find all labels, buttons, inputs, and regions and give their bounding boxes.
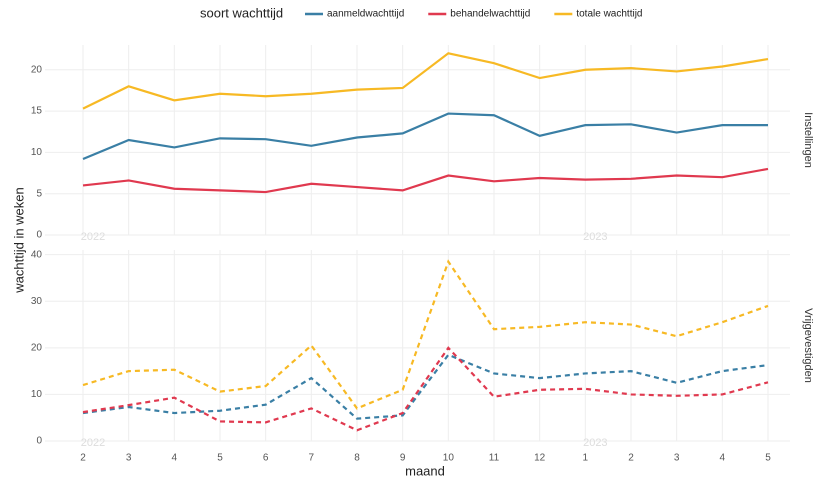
series-line — [82, 259, 769, 410]
y-tick-label: 0 — [36, 436, 42, 447]
y-tick-label: 10 — [31, 389, 43, 400]
legend-label: totale wachttijd — [576, 9, 642, 20]
series-line — [82, 112, 768, 161]
y-tick-label: 20 — [31, 342, 43, 353]
x-tick-label: 5 — [765, 453, 771, 464]
y-tick-label: 20 — [31, 64, 43, 75]
x-tick-label: 2 — [80, 453, 86, 464]
year-label: 2023 — [583, 437, 607, 449]
y-tick-label: 0 — [36, 230, 42, 241]
year-label: 2023 — [583, 231, 607, 243]
series-line — [82, 346, 769, 432]
x-tick-label: 5 — [217, 453, 223, 464]
y-tick-label: 30 — [31, 296, 43, 307]
x-tick-label: 11 — [489, 453, 500, 464]
x-tick-label: 4 — [720, 453, 726, 464]
y-axis-label: wachttijd in weken — [11, 187, 26, 294]
year-label: 2022 — [81, 231, 105, 243]
x-tick-label: 9 — [400, 453, 406, 464]
strip-label: Vrijgevestigden — [802, 308, 814, 383]
legend-label: behandelwachttijd — [450, 9, 530, 20]
x-tick-label: 1 — [583, 453, 589, 464]
y-tick-label: 15 — [31, 106, 43, 117]
series-line — [82, 353, 769, 420]
y-tick-label: 10 — [31, 147, 43, 158]
x-tick-label: 8 — [354, 453, 360, 464]
x-tick-label: 7 — [309, 453, 315, 464]
x-axis-label: maand — [405, 463, 445, 478]
x-tick-label: 10 — [443, 453, 455, 464]
x-tick-label: 6 — [263, 453, 269, 464]
x-tick-label: 3 — [674, 453, 680, 464]
series-line — [82, 52, 769, 110]
x-tick-label: 2 — [628, 453, 634, 464]
y-tick-label: 40 — [31, 249, 43, 260]
year-label: 2022 — [81, 437, 105, 449]
x-tick-label: 12 — [534, 453, 546, 464]
legend-title: soort wachttijd — [200, 5, 283, 20]
series-line — [82, 167, 769, 194]
legend-label: aanmeldwachttijd — [327, 9, 404, 20]
x-tick-label: 3 — [126, 453, 132, 464]
x-tick-label: 4 — [172, 453, 178, 464]
y-tick-label: 5 — [36, 188, 42, 199]
strip-label: Instellingen — [802, 112, 814, 168]
